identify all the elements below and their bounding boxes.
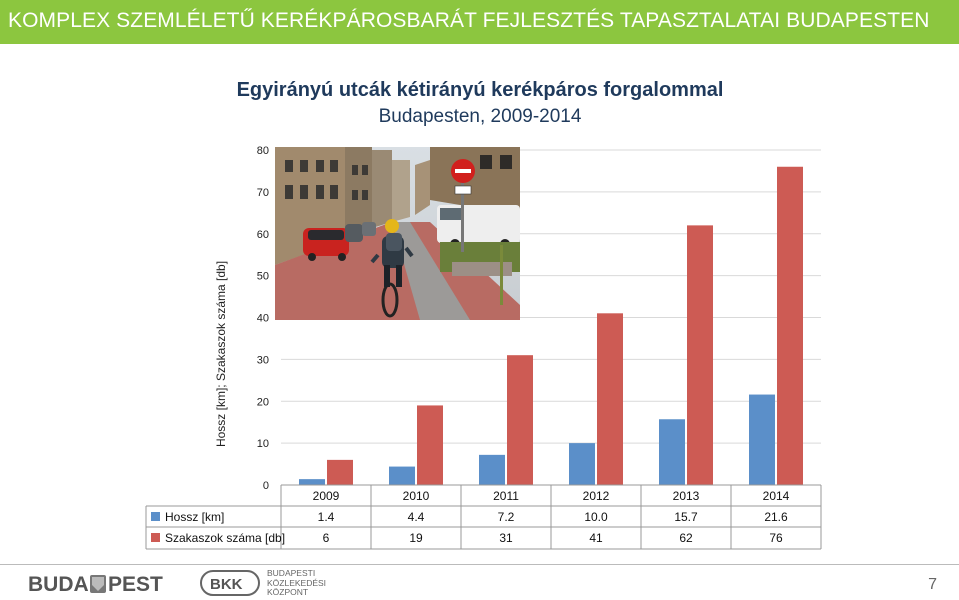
x-category-label: 2013 [673,489,700,503]
bars [299,166,803,485]
page-number: 7 [928,576,937,593]
bar-hossz-2009 [299,479,325,485]
header-banner: KOMPLEX SZEMLÉLETŰ KERÉKPÁROSBARÁT FEJLE… [0,0,959,44]
y-tick-label: 70 [257,187,269,199]
x-category-label: 2011 [493,489,519,503]
y-tick-label: 10 [257,438,269,450]
data-table: 2009 2010 2011 2012 2013 2014 Hossz [km] 1.4 4.4… [145,484,822,550]
legend-swatch [151,533,160,542]
table-cell-value: 21.6 [764,510,788,524]
footer-divider [0,564,959,565]
table-cell-value: 31 [499,531,513,545]
x-category-label: 2014 [763,489,790,503]
bar-hossz-2012 [569,443,595,485]
table-cell-value: 62 [679,531,693,545]
table-cell-value: 15.7 [674,510,698,524]
bar-szakaszok-2012 [597,313,623,485]
y-tick-label: 60 [257,229,269,241]
coat-of-arms-icon [90,575,106,593]
y-tick-label: 80 [257,145,269,157]
banner-title: KOMPLEX SZEMLÉLETŰ KERÉKPÁROSBARÁT FEJLE… [8,9,930,32]
y-tick-label: 50 [257,271,269,283]
y-tick-label: 20 [257,396,269,408]
bkk-logo: BKK BUDAPESTI KÖZLEKEDÉSI KÖZPONT [200,568,350,600]
table-cell-value: 10.0 [584,510,608,524]
table-cell-value: 1.4 [318,510,335,524]
chart-subtitle: Budapesten, 2009-2014 [378,106,582,127]
bar-szakaszok-2010 [417,405,443,485]
bkk-full-name: BUDAPESTI KÖZLEKEDÉSI KÖZPONT [267,568,327,598]
bkk-name-line: KÖZPONT [267,587,309,597]
chart-title: Egyirányú utcák kétirányú kerékpáros for… [236,79,724,101]
bkk-name-line: KÖZLEKEDÉSI [267,577,327,588]
bar-hossz-2014 [749,394,775,485]
bar-hossz-2011 [479,454,505,485]
logo-text: BUDA [28,573,89,596]
bar-hossz-2013 [659,419,685,485]
legend-label: Szakaszok száma [db] [165,531,285,545]
svg-text:PEST: PEST [108,573,163,596]
y-tick-label: 0 [263,480,269,492]
table-cell-value: 4.4 [408,510,425,524]
table-cell-value: 41 [589,531,603,545]
y-tick-label: 40 [257,313,269,325]
budapest-logo: BUDA PEST [28,572,174,596]
bkk-logo-text: BKK [210,576,243,593]
table-cell-value: 19 [409,531,423,545]
bar-chart: 0 10 20 30 40 50 60 70 80 [145,145,822,550]
bar-szakaszok-2013 [687,225,713,485]
y-tick-labels: 0 10 20 30 40 50 60 70 80 [257,145,269,492]
bar-szakaszok-2009 [327,459,353,485]
cyclist-photo [275,147,520,320]
legend-swatch [151,512,160,521]
table-cell-value: 6 [323,531,330,545]
bkk-name-line: BUDAPESTI [267,568,316,578]
x-category-label: 2009 [313,489,340,503]
table-cell-value: 7.2 [498,510,515,524]
y-axis-label: Hossz [km]; Szakaszok száma [db] [214,261,228,447]
bar-hossz-2010 [389,466,415,485]
y-tick-label: 30 [257,354,269,366]
bar-szakaszok-2011 [507,355,533,485]
table-cell-value: 76 [769,531,783,545]
x-category-label: 2010 [403,489,430,503]
bkk-badge: BKK [200,570,260,596]
bar-szakaszok-2014 [777,166,803,485]
legend-label: Hossz [km] [165,510,224,524]
x-category-label: 2012 [583,489,610,503]
